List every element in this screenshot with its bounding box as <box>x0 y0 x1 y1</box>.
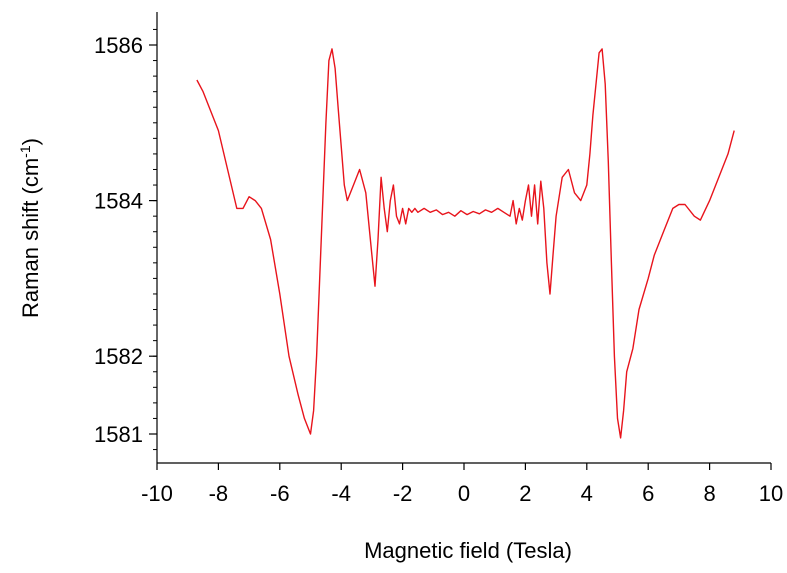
x-tick-label: -2 <box>393 481 413 506</box>
y-tick-label: 1581 <box>94 422 143 447</box>
y-tick-label: 1582 <box>94 344 143 369</box>
x-tick-label: 2 <box>519 481 531 506</box>
x-tick-label: 8 <box>703 481 715 506</box>
y-axis-title-superscript: -1 <box>17 145 33 158</box>
y-axis-title-main: Raman shift (cm <box>18 158 43 318</box>
y-tick-label: 1584 <box>94 189 143 214</box>
series-line <box>196 48 735 439</box>
x-tick-label: -4 <box>331 481 351 506</box>
labels-layer: -10 -8 -6 -4 -2 0 2 4 6 8 10 1581 1582 1584 1586 <box>94 33 783 506</box>
x-tick-label: 10 <box>759 481 783 506</box>
x-tick-label: 4 <box>581 481 593 506</box>
axes-layer <box>156 12 771 464</box>
x-tick-label: 0 <box>458 481 470 506</box>
plot-line-layer <box>196 48 735 439</box>
y-axis-title-close: ) <box>18 138 43 145</box>
x-tick-label: -10 <box>141 481 173 506</box>
x-tick-label: -6 <box>270 481 290 506</box>
y-axis-title: Raman shift (cm-1) <box>17 138 43 318</box>
ticks-layer <box>149 28 772 470</box>
x-tick-label: -8 <box>209 481 229 506</box>
x-tick-label: 6 <box>642 481 654 506</box>
x-axis-title: Magnetic field (Tesla) <box>364 538 572 563</box>
y-tick-label: 1586 <box>94 33 143 58</box>
